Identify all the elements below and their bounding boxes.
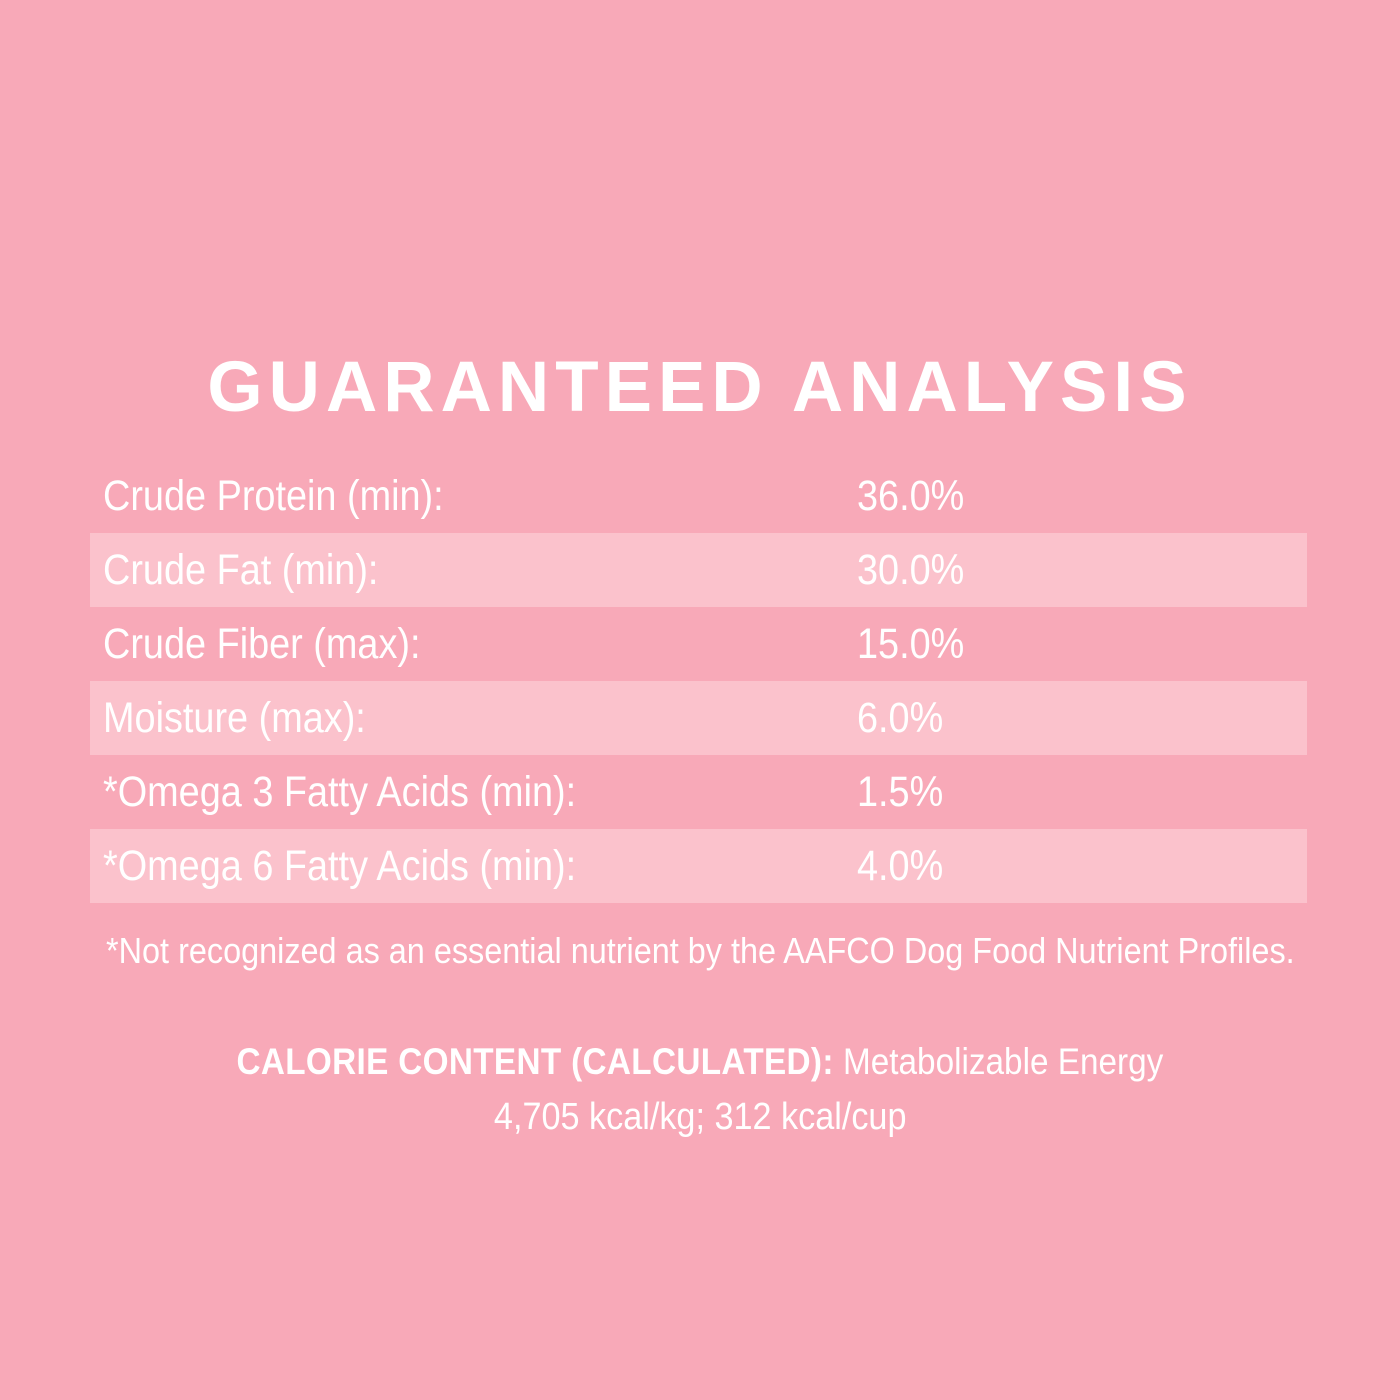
- row-value: 36.0%: [857, 471, 965, 520]
- table-row: Crude Protein (min): 36.0%: [90, 459, 1307, 533]
- footnote-text: *Not recognized as an essential nutrient…: [105, 930, 1295, 971]
- row-value: 30.0%: [857, 545, 965, 594]
- calorie-values-text: 4,705 kcal/kg; 312 kcal/cup: [493, 1096, 907, 1138]
- row-value: 4.0%: [857, 841, 944, 890]
- row-value: 6.0%: [857, 693, 944, 742]
- analysis-table: Crude Protein (min): 36.0% Crude Fat (mi…: [90, 459, 1307, 903]
- calorie-heading: CALORIE CONTENT (CALCULATED):: [236, 1041, 834, 1082]
- table-row: Crude Fiber (max): 15.0%: [90, 607, 1307, 681]
- panel-title: GUARANTEED ANALYSIS: [207, 348, 1193, 427]
- calorie-subtitle: Metabolizable Energy: [843, 1041, 1164, 1082]
- table-row: *Omega 6 Fatty Acids (min): 4.0%: [90, 829, 1307, 903]
- row-label: Crude Protein (min):: [103, 471, 444, 520]
- row-label: Crude Fat (min):: [103, 545, 379, 594]
- row-value: 1.5%: [857, 767, 944, 816]
- row-label: Moisture (max):: [103, 693, 366, 742]
- footnote: *Not recognized as an essential nutrient…: [0, 933, 1400, 969]
- calorie-content-line: CALORIE CONTENT (CALCULATED): Metaboliza…: [0, 1043, 1400, 1080]
- row-label: Crude Fiber (max):: [103, 619, 421, 668]
- table-row: Moisture (max): 6.0%: [90, 681, 1307, 755]
- row-label: *Omega 6 Fatty Acids (min):: [103, 841, 577, 890]
- calorie-values: 4,705 kcal/kg; 312 kcal/cup: [0, 1098, 1400, 1136]
- row-label: *Omega 3 Fatty Acids (min):: [103, 767, 577, 816]
- table-row: Crude Fat (min): 30.0%: [90, 533, 1307, 607]
- table-row: *Omega 3 Fatty Acids (min): 1.5%: [90, 755, 1307, 829]
- row-value: 15.0%: [857, 619, 965, 668]
